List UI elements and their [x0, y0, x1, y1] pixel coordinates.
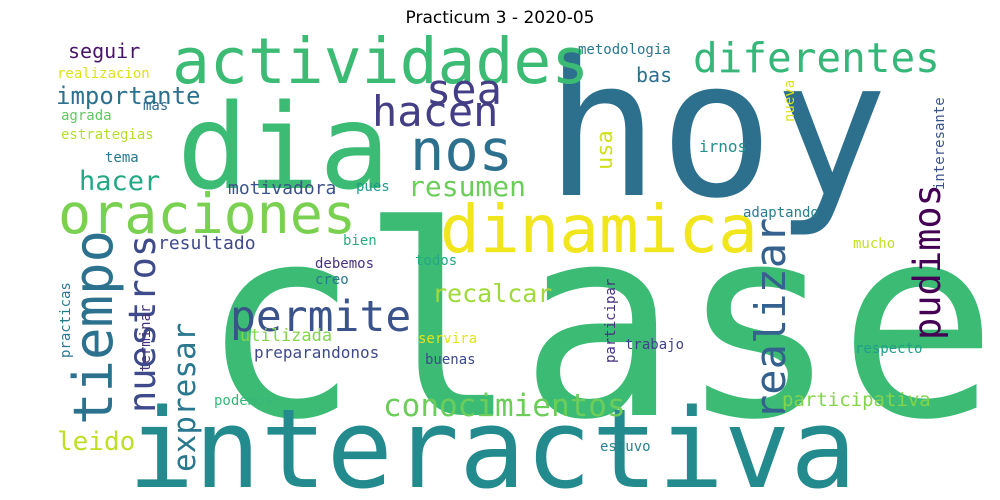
word-participativa: participativa	[782, 389, 931, 411]
page-title: Practicum 3 - 2020-05	[405, 8, 595, 28]
word-bas: bas	[636, 63, 672, 87]
word-interesante: interesante	[932, 97, 948, 190]
word-usa: usa	[593, 130, 618, 170]
word-metodologia: metodologia	[578, 42, 671, 58]
word-sea: sea	[426, 65, 502, 114]
word-pues: pues	[356, 179, 390, 195]
word-preparandonos: preparandonos	[254, 343, 379, 362]
word-nuestros: nuestros	[121, 235, 164, 413]
word-estuvo: estuvo	[600, 439, 651, 455]
word-adaptando: adaptando	[743, 205, 819, 221]
word-resultado: resultado	[158, 233, 256, 254]
word-bien: bien	[343, 233, 377, 249]
word-oraciones: oraciones	[58, 182, 356, 246]
word-actividades: actividades	[172, 25, 589, 98]
word-creo: creo	[315, 272, 349, 288]
word-respecto: respecto	[855, 341, 922, 357]
word-servira: servira	[418, 331, 477, 347]
word-podemos: podemos	[214, 393, 273, 409]
word-irnos: irnos	[699, 137, 747, 156]
word-todos: todos	[415, 253, 457, 269]
word-tema: tema	[105, 150, 139, 166]
word-tiempo: tiempo	[62, 230, 125, 425]
word-agrada: agrada	[61, 108, 112, 124]
word-pudimos: pudimos	[906, 184, 949, 340]
word-nos: nos	[410, 118, 513, 184]
word-hacer: hacer	[79, 166, 160, 197]
word-mas: mas	[143, 98, 168, 114]
word-terminar: terminar	[138, 305, 154, 372]
word-permite: permite	[230, 292, 411, 342]
word-buenas: buenas	[425, 352, 476, 368]
word-utilizada: utilizada	[240, 326, 332, 346]
word-dia: dia	[177, 78, 390, 216]
word-motivadora: motivadora	[228, 178, 336, 199]
word-participar: participar	[603, 279, 619, 363]
word-mucho: mucho	[853, 236, 895, 252]
word-realizacion: realizacion	[57, 66, 150, 82]
word-realizar: realizar	[746, 218, 795, 420]
word-recalcar: recalcar	[432, 279, 552, 308]
word-importante: importante	[56, 82, 201, 110]
word-resumen: resumen	[408, 170, 526, 203]
word-practicas: practicas	[58, 282, 74, 358]
word-estrategias: estrategias	[61, 127, 154, 143]
word-cloud-words: clase hoy interactiva dia actividades di…	[56, 19, 998, 500]
word-interactiva: interactiva	[128, 385, 856, 500]
word-seguir: seguir	[68, 39, 140, 63]
word-debemos: debemos	[315, 256, 374, 272]
word-expresar: expresar	[167, 323, 203, 472]
word-hoy: hoy	[545, 19, 888, 240]
word-nueva: nueva	[782, 80, 798, 122]
word-trabajo: trabajo	[625, 337, 684, 353]
word-leido: leido	[57, 427, 135, 457]
word-clase: clase	[200, 170, 998, 478]
word-hacen: hacen	[372, 87, 498, 136]
word-diferentes: diferentes	[693, 34, 940, 82]
word-dinamica: dinamica	[440, 191, 758, 268]
word-conocimientos: conocimientos	[383, 388, 626, 424]
